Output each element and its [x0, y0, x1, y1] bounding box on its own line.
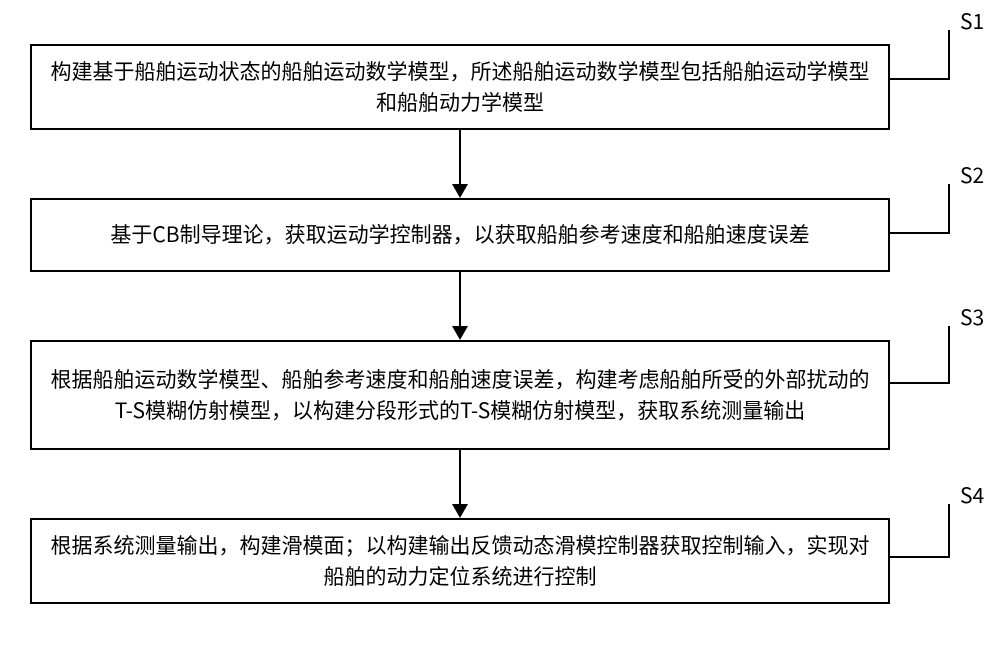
- step-text-s3: 根据船舶运动数学模型、船舶参考速度和船舶速度误差，构建考虑船舶所受的外部扰动的T…: [48, 364, 872, 427]
- step-text-s1: 构建基于船舶运动状态的船舶运动数学模型，所述船舶运动数学模型包括船舶运动学模型和…: [48, 56, 872, 119]
- step-text-s4: 根据系统测量输出，构建滑模面；以构建输出反馈动态滑模控制器获取控制输入，实现对船…: [48, 530, 872, 593]
- step-label-s3: S3: [960, 302, 984, 332]
- arrow-s2-s3: [450, 272, 470, 340]
- step-box-s3: 根据船舶运动数学模型、船舶参考速度和船舶速度误差，构建考虑船舶所受的外部扰动的T…: [30, 340, 890, 450]
- arrow-s3-s4: [450, 450, 470, 518]
- step-box-s4: 根据系统测量输出，构建滑模面；以构建输出反馈动态滑模控制器获取控制输入，实现对船…: [30, 518, 890, 604]
- step-box-s2: 基于CB制导理论，获取运动学控制器，以获取船舶参考速度和船舶速度误差: [30, 198, 890, 272]
- step-text-s2: 基于CB制导理论，获取运动学控制器，以获取船舶参考速度和船舶速度误差: [110, 219, 809, 251]
- flowchart-canvas: S1 构建基于船舶运动状态的船舶运动数学模型，所述船舶运动数学模型包括船舶运动学…: [0, 0, 1000, 664]
- step-box-s1: 构建基于船舶运动状态的船舶运动数学模型，所述船舶运动数学模型包括船舶运动学模型和…: [30, 44, 890, 130]
- arrow-s1-s2: [450, 130, 470, 198]
- step-label-s1: S1: [960, 6, 984, 36]
- step-label-s4: S4: [960, 480, 984, 510]
- step-label-s2: S2: [960, 160, 984, 190]
